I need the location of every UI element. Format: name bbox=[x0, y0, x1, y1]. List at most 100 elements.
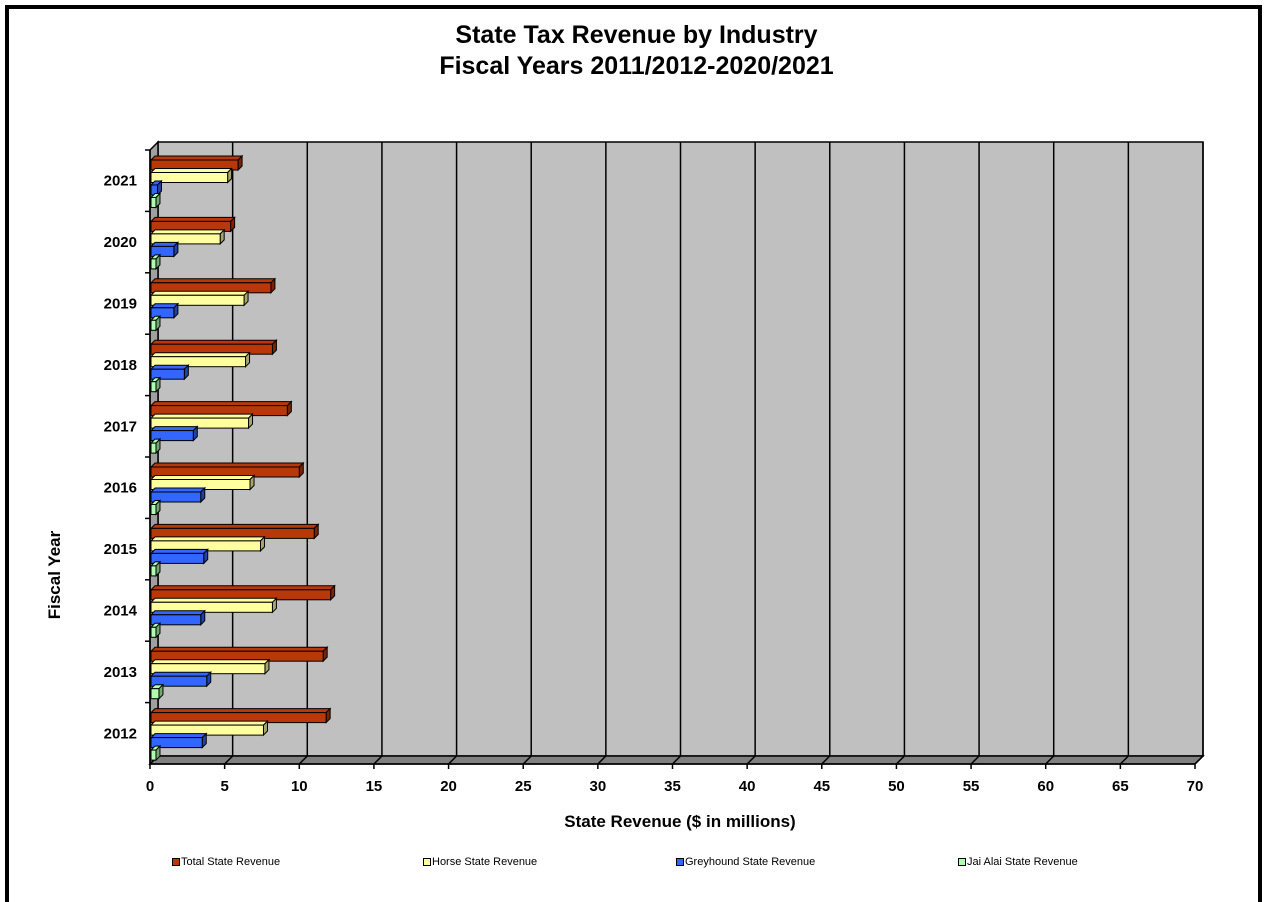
y-tick-label: 2019 bbox=[104, 296, 137, 313]
bar-jai bbox=[150, 442, 157, 454]
legend-swatch bbox=[958, 858, 966, 866]
legend-label: Horse State Revenue bbox=[432, 856, 538, 868]
bar-greyhound bbox=[150, 307, 175, 319]
bar-top-horse bbox=[149, 597, 278, 603]
bar-top-total bbox=[149, 462, 305, 468]
bar-jai bbox=[150, 504, 157, 515]
chart-title: State Tax Revenue by Industry Fiscal Yea… bbox=[0, 20, 1273, 82]
x-tick-label: 15 bbox=[366, 778, 383, 795]
bar-jai bbox=[150, 749, 157, 761]
bar-greyhound bbox=[150, 614, 202, 626]
y-tick-label: 2018 bbox=[104, 357, 137, 374]
bar-top-total bbox=[149, 646, 329, 652]
x-axis-label: State Revenue ($ in millions) bbox=[564, 812, 796, 831]
x-tick-label: 45 bbox=[813, 778, 830, 795]
bar-horse bbox=[150, 601, 273, 613]
gridline-floor bbox=[448, 755, 458, 765]
bar-horse bbox=[150, 724, 264, 736]
bar-top-total bbox=[149, 585, 336, 591]
bar-top-horse bbox=[149, 413, 254, 419]
legend-label: Jai Alai State Revenue bbox=[967, 856, 1078, 868]
bar-greyhound bbox=[150, 552, 205, 564]
x-tick-label: 25 bbox=[515, 778, 532, 795]
x-tick-label: 5 bbox=[220, 778, 228, 795]
x-tick-label: 0 bbox=[146, 778, 154, 795]
x-tick-label: 55 bbox=[963, 778, 980, 795]
x-tick-label: 40 bbox=[739, 778, 756, 795]
bar-greyhound bbox=[150, 368, 185, 380]
bar-jai bbox=[150, 626, 157, 638]
legend-label: Greyhound State Revenue bbox=[685, 856, 816, 868]
gridline-floor bbox=[1119, 755, 1129, 765]
bar-top-horse bbox=[149, 720, 269, 726]
bar-horse bbox=[150, 172, 229, 183]
bar-jai bbox=[150, 258, 157, 270]
gridline-floor bbox=[373, 755, 383, 765]
legend-swatch bbox=[676, 858, 684, 866]
bar-horse bbox=[150, 417, 250, 429]
x-tick-label: 35 bbox=[664, 778, 681, 795]
bar-horse bbox=[150, 294, 245, 306]
bar-top-horse bbox=[149, 352, 251, 358]
bar-top-greyhound bbox=[149, 671, 212, 677]
x-tick-label: 20 bbox=[440, 778, 457, 795]
legend-item: Jai Alai State Revenue bbox=[958, 856, 1078, 868]
bar-greyhound bbox=[150, 491, 202, 503]
y-tick-label: 2020 bbox=[104, 234, 137, 251]
y-tick-label: 2021 bbox=[104, 173, 137, 190]
gridline-floor bbox=[298, 755, 308, 765]
bar-top-total bbox=[149, 278, 277, 284]
y-axis-label: Fiscal Year bbox=[45, 530, 64, 620]
title-line: State Tax Revenue by Industry bbox=[455, 21, 818, 49]
subtitle-line: Fiscal Years 2011/2012-2020/2021 bbox=[439, 52, 834, 80]
legend-item: Total State Revenue bbox=[172, 856, 280, 868]
bar-top-horse bbox=[149, 168, 233, 173]
bar-top-horse bbox=[149, 536, 266, 542]
bar-top-horse bbox=[149, 475, 256, 480]
x-tick-label: 60 bbox=[1037, 778, 1054, 795]
x-tick-label: 50 bbox=[888, 778, 905, 795]
bar-greyhound bbox=[150, 430, 194, 442]
gridline-floor bbox=[1194, 755, 1204, 765]
y-tick-label: 2014 bbox=[104, 603, 138, 620]
bar-top-total bbox=[149, 523, 320, 529]
x-tick-label: 65 bbox=[1112, 778, 1129, 795]
bar-horse bbox=[150, 356, 247, 368]
bar-top-greyhound bbox=[149, 364, 190, 370]
bar-top-horse bbox=[149, 659, 271, 665]
y-tick-label: 2016 bbox=[104, 480, 137, 497]
bar-top-greyhound bbox=[149, 487, 206, 493]
x-tick-label: 70 bbox=[1187, 778, 1204, 795]
bar-greyhound bbox=[150, 675, 208, 687]
bar-greyhound bbox=[150, 737, 203, 749]
gridline-floor bbox=[522, 755, 532, 765]
bar-top-greyhound bbox=[149, 426, 199, 432]
bar-top-greyhound bbox=[149, 733, 208, 739]
bar-top-total bbox=[149, 155, 244, 161]
bar-top-horse bbox=[149, 229, 226, 235]
gridline-floor bbox=[1045, 755, 1055, 765]
bar-top-total bbox=[149, 401, 293, 407]
gridline-floor bbox=[970, 755, 980, 765]
x-tick-label: 30 bbox=[590, 778, 607, 795]
bar-jai bbox=[150, 197, 157, 208]
bar-top-total bbox=[149, 339, 278, 345]
bar-top-total bbox=[149, 708, 332, 714]
bar-top-greyhound bbox=[149, 548, 209, 554]
bar-top-total bbox=[149, 216, 236, 222]
y-tick-label: 2017 bbox=[104, 418, 137, 435]
bar-top-greyhound bbox=[149, 610, 206, 616]
y-tick-label: 2012 bbox=[104, 725, 137, 742]
y-tick-label: 2015 bbox=[104, 541, 137, 558]
y-tick-label: 2013 bbox=[104, 664, 137, 681]
gridline-floor bbox=[597, 755, 607, 765]
bar-top-horse bbox=[149, 290, 250, 296]
bar-horse bbox=[150, 233, 221, 245]
legend-item: Greyhound State Revenue bbox=[676, 856, 815, 868]
legend-swatch bbox=[423, 858, 431, 866]
bar-greyhound bbox=[150, 245, 175, 257]
gridline-floor bbox=[746, 755, 756, 765]
bar-jai bbox=[150, 688, 160, 700]
legend-swatch bbox=[172, 858, 180, 866]
